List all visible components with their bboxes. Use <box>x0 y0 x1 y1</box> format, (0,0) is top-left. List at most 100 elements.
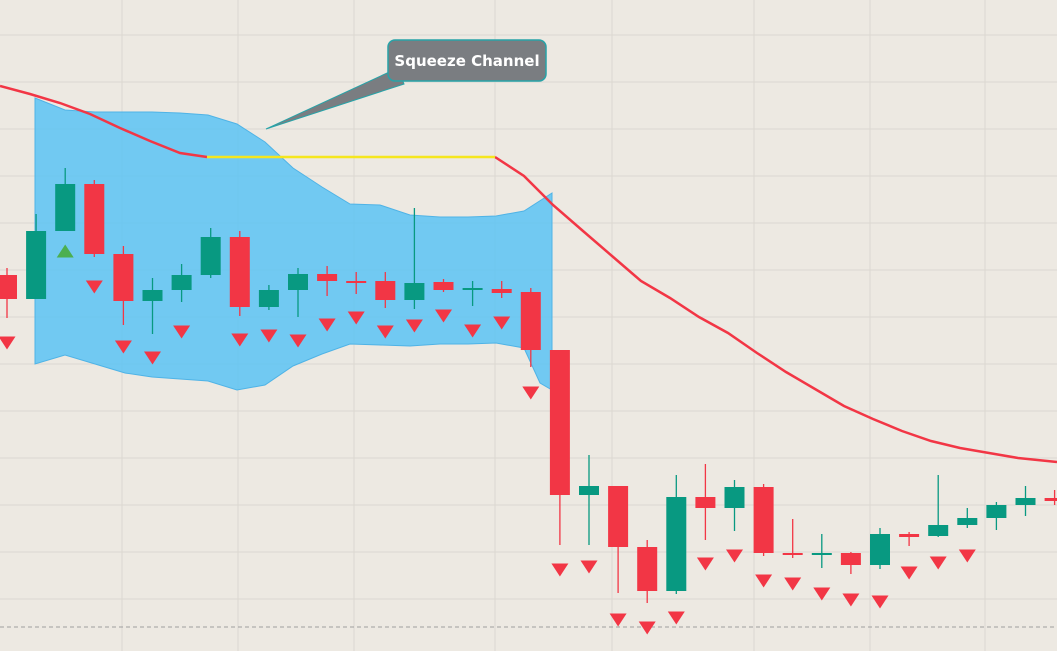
sell-signal-marker <box>755 574 773 588</box>
sell-signal-marker <box>784 577 802 591</box>
candle-body <box>782 553 803 555</box>
sell-signal-marker <box>958 549 976 563</box>
candle-body <box>928 525 949 536</box>
candle <box>782 519 803 558</box>
candle <box>899 532 920 546</box>
candle-body <box>491 289 512 293</box>
sell-signal-marker <box>522 386 540 400</box>
candle <box>433 279 454 292</box>
sell-signal-marker <box>900 566 918 580</box>
candle-body <box>1015 498 1036 505</box>
sell-signal-marker <box>114 340 132 354</box>
candle-body <box>375 281 396 300</box>
candle <box>637 540 658 603</box>
candle <box>1044 490 1057 505</box>
candle <box>549 350 570 545</box>
candle <box>0 268 17 318</box>
candle-body <box>608 486 629 547</box>
trend-line <box>0 84 208 159</box>
sell-signal-marker <box>842 593 860 607</box>
candle-body <box>346 281 367 283</box>
sell-signal-marker <box>347 311 365 325</box>
candle <box>986 502 1007 530</box>
sell-signal-marker <box>580 560 598 574</box>
sell-signal-marker <box>435 309 452 323</box>
candle <box>404 208 425 309</box>
candle-body <box>258 290 279 307</box>
candle <box>171 264 192 302</box>
sell-signal-marker <box>318 318 336 332</box>
candle <box>317 266 338 296</box>
candle-body <box>1044 498 1057 501</box>
candle-body <box>317 274 338 281</box>
candles <box>0 168 1057 603</box>
sell-signal-marker <box>929 556 947 570</box>
candle <box>142 278 163 334</box>
candle-body <box>899 534 920 537</box>
candle <box>113 246 134 325</box>
sell-signal-marker <box>144 351 161 365</box>
candle <box>928 475 949 537</box>
candle-body <box>695 497 716 508</box>
candle-body <box>666 497 687 591</box>
candle <box>200 228 221 278</box>
candle-body <box>142 290 163 301</box>
candle <box>695 464 716 540</box>
candle-body <box>579 486 599 495</box>
candle-body <box>724 487 745 508</box>
sell-signal-marker <box>638 621 656 635</box>
candle-body <box>0 275 17 299</box>
candle-body <box>986 505 1007 518</box>
candle-body <box>113 254 134 301</box>
candle <box>26 214 47 299</box>
candle-body <box>200 237 221 275</box>
sell-signal-marker <box>667 611 685 625</box>
candle <box>346 272 367 294</box>
candle <box>666 475 687 594</box>
candle <box>957 508 978 528</box>
candle <box>258 285 279 310</box>
trend-line-2 <box>494 155 1057 464</box>
candle-body <box>404 283 425 300</box>
candle <box>84 180 105 257</box>
candle <box>55 168 76 231</box>
candle <box>579 455 599 545</box>
candle-body <box>549 350 570 495</box>
signal-markers <box>0 244 976 635</box>
sell-signal-marker <box>551 563 569 577</box>
candle-body <box>288 274 308 290</box>
sell-signal-marker <box>726 549 743 563</box>
candle-body <box>957 518 978 525</box>
callout-label: Squeeze Channel <box>394 52 539 70</box>
sell-signal-marker <box>493 316 511 330</box>
candle <box>724 480 745 531</box>
candle-body <box>870 534 890 565</box>
sell-signal-marker <box>609 613 627 627</box>
candle <box>462 281 483 306</box>
candle-body <box>55 184 76 231</box>
callout-box <box>387 39 547 82</box>
candle-body <box>26 231 47 299</box>
candle-body <box>433 282 454 290</box>
candle-body <box>229 237 250 307</box>
candle-body <box>637 547 658 591</box>
sell-signal-marker <box>0 336 16 350</box>
candle <box>840 552 861 574</box>
candle-body <box>811 553 832 555</box>
candle <box>608 486 629 593</box>
sell-signal-marker <box>260 329 278 343</box>
buy-signal-marker <box>56 244 74 258</box>
candle <box>811 534 832 568</box>
sell-signal-marker <box>85 280 103 294</box>
candle-body <box>753 487 774 553</box>
sell-signal-marker <box>464 324 482 338</box>
callout[interactable]: Squeeze Channel <box>265 39 547 130</box>
sell-signal-marker <box>871 595 889 609</box>
sell-signal-marker <box>813 587 831 601</box>
candle <box>491 281 512 298</box>
candle <box>288 268 308 317</box>
candle-body <box>840 553 861 565</box>
sell-signal-marker <box>696 557 714 571</box>
sell-signal-marker <box>289 334 307 348</box>
